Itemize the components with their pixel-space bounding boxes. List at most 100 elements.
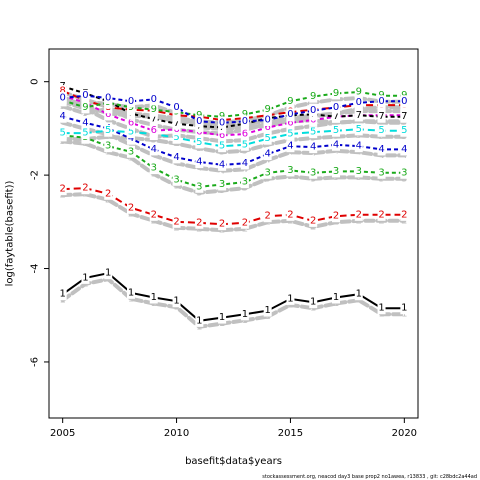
point-label: 6 xyxy=(219,130,225,141)
point-label: 2 xyxy=(219,219,225,230)
point-label: 7 xyxy=(333,111,339,122)
point-label-bg xyxy=(377,208,386,221)
point-label-bg xyxy=(81,182,90,195)
point-label-bg xyxy=(104,187,113,200)
point-label-bg xyxy=(127,116,135,129)
shadow-line-4 xyxy=(60,120,407,173)
point-label: 1 xyxy=(287,293,293,304)
point-label-bg xyxy=(332,87,340,100)
point-label-bg xyxy=(377,143,386,156)
point-label: 5 xyxy=(401,125,407,136)
point-label: 5 xyxy=(333,125,339,136)
x-tick-label: 2010 xyxy=(164,428,189,439)
point-label-bg xyxy=(127,126,135,139)
point-label-bg xyxy=(240,115,249,128)
point-label-bg xyxy=(354,165,363,178)
point-label-bg xyxy=(354,85,363,98)
point-label: 6 xyxy=(196,127,202,138)
point-label-bg xyxy=(218,178,227,191)
point-label-bg xyxy=(332,210,340,223)
point-label-bg xyxy=(263,103,272,116)
x-tick-label: 2015 xyxy=(278,428,303,439)
x-tick-label: 2005 xyxy=(50,428,75,439)
point-label: 7 xyxy=(151,114,157,125)
point-label: 0 xyxy=(105,93,111,104)
shadow-line-5 xyxy=(60,133,407,155)
point-label-bg xyxy=(240,308,249,321)
point-label-bg xyxy=(149,162,158,175)
y-axis-label: log(faytable(basefit)) xyxy=(5,181,16,287)
point-label: 2 xyxy=(356,209,362,220)
point-label-bg xyxy=(309,104,318,117)
series-line-1 xyxy=(62,272,405,322)
point-label: 9 xyxy=(287,96,293,107)
point-label-bg xyxy=(58,288,67,301)
series-lines xyxy=(62,85,405,322)
point-label-bg xyxy=(58,127,67,140)
point-label-bg xyxy=(332,291,340,304)
point-label: 5 xyxy=(128,127,134,138)
point-label: 3 xyxy=(151,163,157,174)
point-label: 9 xyxy=(333,88,339,99)
point-label-bg xyxy=(172,101,181,114)
point-label-bg xyxy=(127,145,135,158)
point-label-bg xyxy=(263,304,272,317)
point-label: 0 xyxy=(128,96,134,107)
series-line-4 xyxy=(62,115,405,166)
y-axis: 0 -2 -4 -6 xyxy=(30,79,49,367)
point-label: 9 xyxy=(219,111,225,122)
point-label: 5 xyxy=(310,127,316,138)
x-tick-label: 2020 xyxy=(392,428,417,439)
point-label: 6 xyxy=(105,109,111,120)
series-line-5 xyxy=(62,128,405,148)
point-label: 4 xyxy=(333,139,339,150)
y-tick-label: -2 xyxy=(30,170,41,180)
point-label: 1 xyxy=(264,305,270,316)
point-label: 7 xyxy=(173,118,179,129)
point-label: 0 xyxy=(82,90,88,101)
point-label-bg xyxy=(195,136,204,149)
point-label-bg xyxy=(286,95,295,108)
point-label-bg xyxy=(354,123,363,136)
series-line-0 xyxy=(62,94,405,124)
shadow-line-1 xyxy=(60,277,407,329)
point-label: 9 xyxy=(242,109,248,120)
point-label: 3 xyxy=(219,179,225,190)
point-label-bg xyxy=(149,93,158,106)
point-label: 5 xyxy=(59,128,65,139)
point-label-bg xyxy=(400,302,409,315)
point-label: 0 xyxy=(401,96,407,107)
point-label-bg xyxy=(354,288,363,301)
point-label: 7 xyxy=(356,110,362,121)
point-label-bg xyxy=(195,216,204,229)
point-label: 3 xyxy=(356,166,362,177)
point-label: 1 xyxy=(356,289,362,300)
point-label: 0 xyxy=(287,109,293,120)
point-label-bg xyxy=(127,95,135,108)
point-label-bg xyxy=(172,151,181,164)
point-label-bg xyxy=(377,166,386,179)
point-label: 4 xyxy=(287,141,293,152)
x-axis-label: basefit$data$years xyxy=(185,456,282,467)
y-tick-label: 0 xyxy=(30,79,41,85)
point-label-bg xyxy=(195,180,204,193)
point-label-bg xyxy=(309,166,318,179)
point-label: 5 xyxy=(356,124,362,135)
point-label: 6 xyxy=(264,122,270,133)
point-label: 1 xyxy=(59,289,65,300)
y-tick-label: -4 xyxy=(30,264,41,274)
point-label-bg xyxy=(354,140,363,153)
point-label-bg xyxy=(58,110,67,123)
point-label-bg xyxy=(263,166,272,179)
point-label: 5 xyxy=(82,128,88,139)
point-label-bg xyxy=(400,166,409,179)
point-label-bg xyxy=(195,126,204,139)
point-label: 3 xyxy=(242,177,248,188)
point-label-bg xyxy=(218,129,227,142)
series-line-9 xyxy=(62,90,405,118)
point-label: 0 xyxy=(196,116,202,127)
point-label-bg xyxy=(127,201,135,214)
point-label: 3 xyxy=(128,146,134,157)
point-label: 5 xyxy=(105,125,111,136)
